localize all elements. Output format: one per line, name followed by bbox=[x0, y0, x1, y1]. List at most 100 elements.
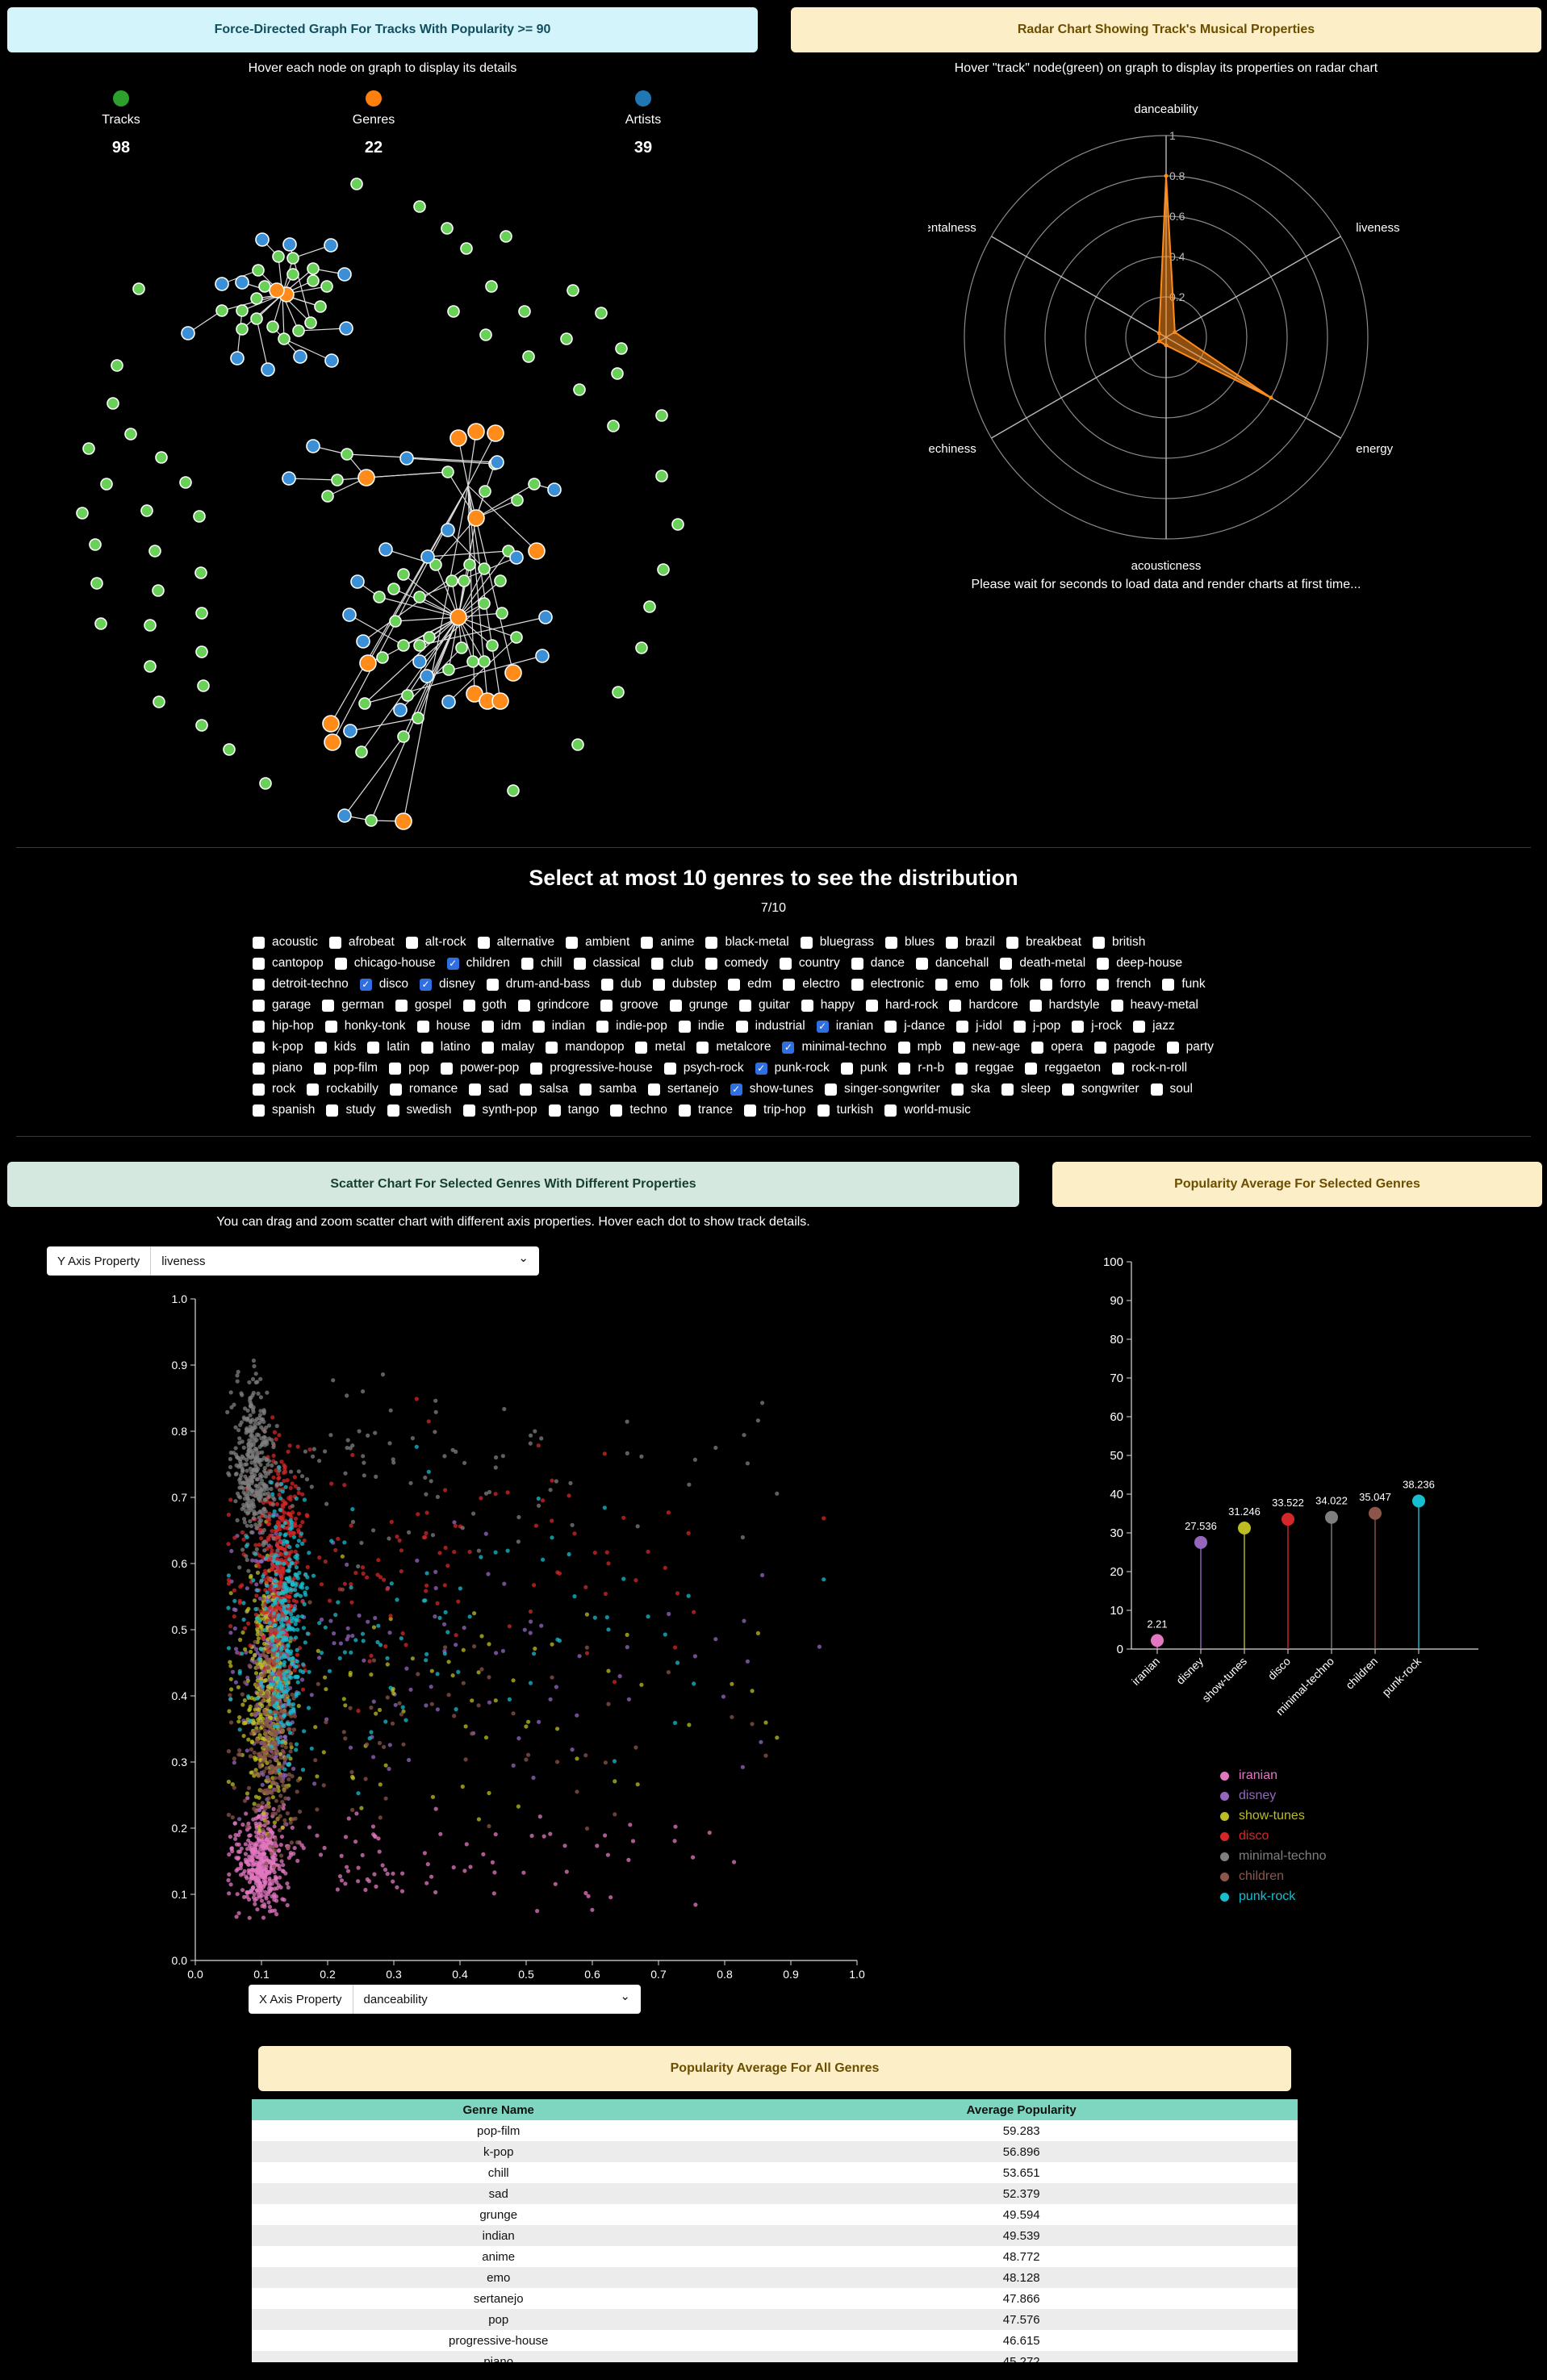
scatter-point-punk-rock[interactable] bbox=[298, 1585, 303, 1589]
checkbox-checked-icon[interactable]: ✓ bbox=[419, 978, 432, 991]
scatter-point-punk-rock[interactable] bbox=[277, 1626, 282, 1631]
scatter-point-show-tunes[interactable] bbox=[348, 1672, 353, 1677]
scatter-point-minimal-techno[interactable] bbox=[228, 1450, 233, 1455]
scatter-point-children[interactable] bbox=[267, 1832, 272, 1837]
scatter-point-punk-rock[interactable] bbox=[282, 1539, 286, 1543]
scatter-point-iranian[interactable] bbox=[343, 1881, 348, 1886]
scatter-point-punk-rock[interactable] bbox=[361, 1639, 366, 1643]
scatter-point-punk-rock[interactable] bbox=[467, 1614, 472, 1619]
checkbox-icon[interactable] bbox=[946, 936, 959, 949]
scatter-point-show-tunes[interactable] bbox=[241, 1734, 246, 1739]
scatter-point-show-tunes[interactable] bbox=[228, 1676, 233, 1681]
scatter-point-disco[interactable] bbox=[279, 1552, 284, 1557]
scatter-point-disco[interactable] bbox=[269, 1583, 274, 1589]
scatter-point-children[interactable] bbox=[273, 1848, 278, 1853]
scatter-point-iranian[interactable] bbox=[363, 1887, 368, 1893]
track-node[interactable] bbox=[266, 320, 279, 333]
genre-option-rock-n-roll[interactable]: rock-n-roll bbox=[1112, 1061, 1187, 1075]
scatter-point-minimal-techno[interactable] bbox=[243, 1474, 248, 1479]
scatter-point-punk-rock[interactable] bbox=[288, 1635, 293, 1640]
genre-option-samba[interactable]: samba bbox=[579, 1082, 637, 1096]
scatter-point-minimal-techno[interactable] bbox=[242, 1497, 247, 1501]
scatter-point-minimal-techno[interactable] bbox=[260, 1442, 265, 1447]
track-node[interactable] bbox=[387, 582, 400, 595]
scatter-point-children[interactable] bbox=[378, 1815, 383, 1820]
scatter-point-minimal-techno[interactable] bbox=[740, 1534, 746, 1540]
checkbox-icon[interactable] bbox=[600, 999, 613, 1012]
scatter-point-minimal-techno[interactable] bbox=[554, 1479, 558, 1484]
checkbox-icon[interactable] bbox=[1093, 936, 1106, 949]
scatter-point-show-tunes[interactable] bbox=[258, 1714, 263, 1719]
scatter-point-punk-rock[interactable] bbox=[272, 1509, 277, 1514]
artist-node[interactable] bbox=[343, 724, 357, 738]
scatter-point-children[interactable] bbox=[369, 1706, 374, 1710]
genre-node[interactable] bbox=[467, 423, 485, 441]
track-node[interactable] bbox=[560, 332, 573, 345]
scatter-point-minimal-techno[interactable] bbox=[245, 1484, 250, 1489]
scatter-point-iranian[interactable] bbox=[383, 1867, 388, 1873]
scatter-point-iranian[interactable] bbox=[343, 1835, 349, 1839]
scatter-point-punk-rock[interactable] bbox=[282, 1521, 287, 1526]
track-node[interactable] bbox=[423, 631, 436, 644]
scatter-point-show-tunes[interactable] bbox=[371, 1625, 377, 1630]
scatter-point-disney[interactable] bbox=[260, 1782, 265, 1787]
scatter-point-disney[interactable] bbox=[577, 1654, 582, 1659]
scatter-point-punk-rock[interactable] bbox=[295, 1659, 299, 1664]
scatter-point-disney[interactable] bbox=[502, 1581, 507, 1586]
scatter-point-children[interactable] bbox=[261, 1597, 265, 1601]
scatter-point-punk-rock[interactable] bbox=[454, 1707, 458, 1712]
scatter-point-iranian[interactable] bbox=[307, 1825, 311, 1830]
scatter-point-punk-rock[interactable] bbox=[253, 1551, 258, 1556]
scatter-point-minimal-techno[interactable] bbox=[253, 1493, 257, 1498]
scatter-point-children[interactable] bbox=[472, 1644, 477, 1649]
scatter-point-show-tunes[interactable] bbox=[487, 1642, 491, 1647]
scatter-point-iranian[interactable] bbox=[249, 1889, 254, 1894]
genre-option-pagode[interactable]: pagode bbox=[1093, 1040, 1156, 1054]
scatter-point-punk-rock[interactable] bbox=[305, 1575, 310, 1580]
scatter-point-disney[interactable] bbox=[366, 1619, 370, 1624]
col-average-popularity[interactable]: Average Popularity bbox=[745, 2099, 1298, 2120]
scatter-point-iranian[interactable] bbox=[605, 1852, 611, 1857]
scatter-point-children[interactable] bbox=[365, 1742, 370, 1747]
genre-option-hard-rock[interactable]: hard-rock bbox=[866, 998, 938, 1013]
scatter-point-show-tunes[interactable] bbox=[446, 1660, 451, 1664]
scatter-point-children[interactable] bbox=[279, 1778, 284, 1783]
scatter-point-minimal-techno[interactable] bbox=[639, 1454, 644, 1459]
checkbox-icon[interactable] bbox=[486, 978, 499, 991]
scatter-point-iranian[interactable] bbox=[628, 1823, 633, 1827]
scatter-point-punk-rock[interactable] bbox=[276, 1591, 281, 1596]
genre-option-breakbeat[interactable]: breakbeat bbox=[1006, 935, 1081, 950]
scatter-point-minimal-techno[interactable] bbox=[271, 1445, 276, 1450]
scatter-point-children[interactable] bbox=[257, 1764, 262, 1769]
scatter-point-disney[interactable] bbox=[350, 1634, 355, 1639]
scatter-point-children[interactable] bbox=[279, 1853, 284, 1858]
scatter-point-show-tunes[interactable] bbox=[227, 1709, 232, 1714]
scatter-point-show-tunes[interactable] bbox=[378, 1782, 383, 1787]
scatter-point-punk-rock[interactable] bbox=[275, 1676, 280, 1681]
scatter-point-minimal-techno[interactable] bbox=[460, 1526, 465, 1530]
scatter-point-disco[interactable] bbox=[317, 1555, 322, 1560]
artist-node[interactable] bbox=[324, 238, 338, 253]
track-node[interactable] bbox=[331, 474, 344, 486]
scatter-point-punk-rock[interactable] bbox=[251, 1578, 256, 1583]
scatter-point-minimal-techno[interactable] bbox=[261, 1411, 266, 1416]
genre-option-ambient[interactable]: ambient bbox=[566, 935, 629, 950]
scatter-point-children[interactable] bbox=[363, 1777, 368, 1781]
scatter-point-minimal-techno[interactable] bbox=[239, 1391, 244, 1396]
scatter-point-show-tunes[interactable] bbox=[476, 1670, 481, 1675]
scatter-point-iranian[interactable] bbox=[270, 1855, 274, 1860]
checkbox-icon[interactable] bbox=[579, 1083, 592, 1096]
scatter-point-children[interactable] bbox=[269, 1674, 274, 1679]
checkbox-icon[interactable] bbox=[840, 1062, 853, 1075]
scatter-point-minimal-techno[interactable] bbox=[241, 1490, 246, 1495]
scatter-point-show-tunes[interactable] bbox=[430, 1794, 436, 1799]
scatter-point-disco[interactable] bbox=[228, 1624, 233, 1629]
scatter-point-disco[interactable] bbox=[442, 1583, 447, 1588]
track-node[interactable] bbox=[152, 584, 165, 597]
track-node[interactable] bbox=[236, 304, 249, 317]
scatter-point-iranian[interactable] bbox=[264, 1864, 269, 1869]
scatter-point-disney[interactable] bbox=[486, 1572, 491, 1576]
scatter-point-punk-rock[interactable] bbox=[232, 1598, 237, 1603]
checkbox-icon[interactable] bbox=[663, 1062, 676, 1075]
scatter-point-children[interactable] bbox=[279, 1709, 284, 1714]
